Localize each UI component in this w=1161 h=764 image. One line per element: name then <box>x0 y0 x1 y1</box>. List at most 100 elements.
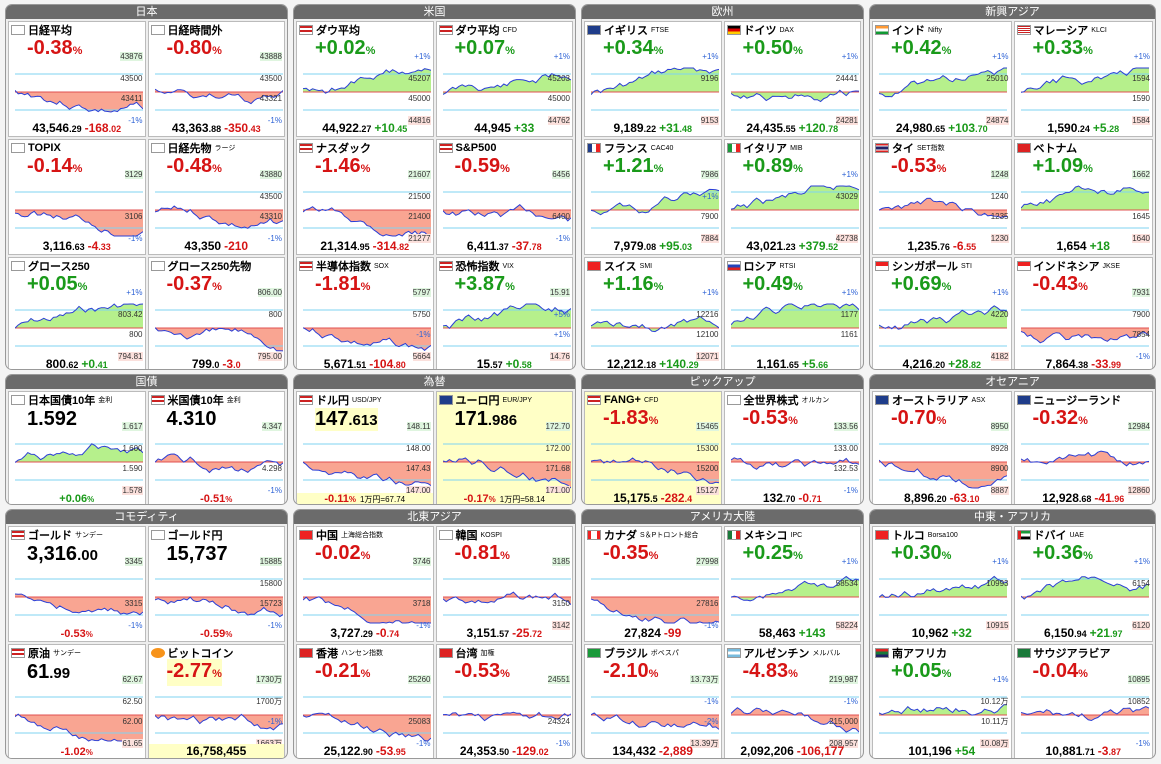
market-tile[interactable]: ドイツ DAX +0.50% +1% 24441 24281 24,435.55 +120.7… <box>723 21 861 137</box>
percent-change-value: +0.07 <box>454 37 506 59</box>
market-tile[interactable]: ダウ平均 CFD +0.07% +1% 45203 45000 44762 44,945 +33 <box>435 21 573 137</box>
market-tile[interactable]: メキシコ IPC +0.25% +1% 58534 58224 58,463 +143 <box>723 526 861 642</box>
market-tile[interactable]: ビットコイン-2.77% 1730万 1700万 -1% 1663万 16,758,455 <box>147 644 285 758</box>
price-int: 12,212 <box>606 357 644 370</box>
percent-change: +0.36% <box>1033 541 1093 568</box>
percent-unit: % <box>648 415 659 427</box>
market-tile[interactable]: インド Nifty +0.42% +1% 25010 24874 24,980.65 +103… <box>872 21 1012 137</box>
market-tile[interactable]: グロース250 +0.05% +1% 803.42 800 794.81 800.62 +0.… <box>8 257 146 370</box>
price-dec: .20 <box>932 360 946 370</box>
current-price-dec: .00 <box>77 547 98 564</box>
point-change-dec: .43 <box>248 124 261 134</box>
percent-change: +0.34% <box>603 36 663 63</box>
percent-change: -1.46% <box>315 154 370 181</box>
tile-subname: MIB <box>790 144 803 152</box>
percent-change-value: -0.04 <box>1032 660 1079 682</box>
market-tile[interactable]: スイス SMI +1.16% +1% 12216 12100 12071 12,212.18 +… <box>584 257 722 370</box>
chart-container <box>878 432 1008 492</box>
market-tile[interactable]: 韓国 KOSPI -0.81% 3185 3150 3142 3,151.57 -25.72 <box>435 526 573 642</box>
tile-subname: 金利 <box>226 397 241 404</box>
market-tile[interactable]: TOPIX -0.14% 3129 3106 -1% 3,116.63 -4.33 <box>8 139 146 255</box>
axis-label: 5750 <box>412 310 431 319</box>
market-tile[interactable]: トルコ Borsa100 +0.30% +1% 10993 10915 10,962 +32 <box>872 526 1012 642</box>
market-tile[interactable]: 日経先物 ラージ -0.48% 43880 43500 43310 -1% 43,350 -21… <box>147 139 285 255</box>
market-tile[interactable]: ドル円 USD/JPY 147.613 148.11 148.00 147.43 147.0… <box>296 391 434 504</box>
market-tile[interactable]: イタリア MIB +0.89% +1% 43029 42738 43,021.23 +379.… <box>723 139 861 255</box>
market-tile[interactable]: シンガポール STI +0.69% +1% 4220 4182 4,216.20 +28.82 <box>872 257 1012 370</box>
market-tile[interactable]: ベトナム +1.09% 1662 1645 1640 1,654 +18 <box>1013 139 1153 255</box>
market-tile[interactable]: ナスダック -1.46% 21607 21500 21400 21277 21,314.95… <box>296 139 434 255</box>
price-chart <box>730 575 859 616</box>
chart-area <box>154 714 283 730</box>
tile-name-label: タイ <box>892 143 914 155</box>
point-change-dec: .70 <box>975 124 988 134</box>
tile-footer: 3,727.29 -0.74 <box>297 626 433 640</box>
axis-label: 24441 <box>835 74 858 83</box>
market-tile[interactable]: マレーシア KLCI +0.33% +1% 1594 1590 1584 1,590.24 +5… <box>1013 21 1153 137</box>
market-tile[interactable]: 日本国債10年 金利 1.592 1.617 1.600 1.590 1.578 +0.06% <box>8 391 146 504</box>
us-flag-icon <box>11 648 25 658</box>
axis-label: +1% <box>1133 557 1150 566</box>
market-tile[interactable]: S&P500 -0.59% 6456 6400 -1% 6,411.37 -37.78 <box>435 139 573 255</box>
point-change-int: +0 <box>81 357 96 370</box>
price-line <box>730 89 859 103</box>
price-chart <box>730 185 859 229</box>
market-tile[interactable]: インドネシア JKSE -0.43% 7931 7900 7854 -1% 7,864.38-… <box>1013 257 1153 369</box>
tile-footer: 3,151.57 -25.72 <box>437 626 573 640</box>
percent-change: +0.49% <box>743 272 803 299</box>
point-change: +140.29 <box>659 357 699 369</box>
market-tile[interactable]: 原油 サンデー 61.99 62.67 62.50 62.00 61.65 -1.02% <box>8 644 146 758</box>
price-value: 24,353.50 <box>460 744 509 758</box>
market-tile[interactable]: 米国債10年 金利 4.310 4.347 4.298 -1% -0.51% <box>147 391 285 504</box>
market-tile[interactable]: 日経時間外 -0.80% 43888 43500 43321 -1% 43,363.88 -3… <box>147 21 285 137</box>
tile-name: ロシア RTSI <box>726 259 795 273</box>
market-tile[interactable]: ダウ平均 +0.02% +1% 45207 45000 44816 44,922.27 +10… <box>296 21 434 137</box>
market-tile[interactable]: ゴールド サンデー 3,316.00 3345 3315 -1% -0.53% <box>8 526 146 642</box>
market-tile[interactable]: 日経平均 -0.38% 43876 43500 43411 -1% 43,546.29 -16… <box>8 21 146 137</box>
axis-label: 4.347 <box>261 422 282 431</box>
market-tile[interactable]: ブラジル ボベスパ -2.10% 13.73万 -1% -2% 13.39万 134,432-… <box>584 644 722 758</box>
market-tile[interactable]: 中国 上海総合指数 -0.02% 3746 3718 -1% 3,727.29 -0.74 <box>296 526 434 642</box>
market-tile[interactable]: ニュージーランド -0.32% 12984 12860 12,928.68 -41.96 <box>1013 391 1153 504</box>
market-tile[interactable]: ドバイ UAE +0.36% +1% 6154 6120 6,150.94 +21.97 <box>1013 526 1153 642</box>
chart-container <box>442 685 571 745</box>
market-tile[interactable]: 半導体指数 SOX -1.81% 5797 5750 -1% 5664 5,671.51 -10… <box>296 257 434 370</box>
market-tile[interactable]: ユーロ円 EUR/JPY 171.986 172.70 172.00 171.68 171.… <box>435 391 573 504</box>
market-tile[interactable]: サウジアラビア -0.04% 10895 10852 -1% 10,881.71 -3.87 <box>1013 644 1153 758</box>
market-tile[interactable]: 台湾 加権 -0.53% 24551 24324 -1% 24,353.50 -129.02 <box>435 644 573 758</box>
point-change-dec: .28 <box>1106 124 1120 134</box>
point-change-int: -350 <box>224 121 249 135</box>
market-tile[interactable]: 全世界株式 オルカン -0.53% 133.56 133.00 132.53 -1% 132.… <box>723 391 861 504</box>
market-tile[interactable]: グロース250先物 -0.37% 806.00 800 795.00 799.0 -3.0 <box>147 257 285 369</box>
point-change-dec: .4 <box>684 494 693 504</box>
price-int: 1,654 <box>1056 239 1087 253</box>
tile-name: シンガポール STI <box>875 259 972 273</box>
market-tile[interactable]: 恐怖指数 VIX +3.87% 15.91 +5% +1% 14.76 15.57 +0.58 <box>435 257 573 369</box>
percent-change: -0.53% <box>743 406 798 433</box>
market-tile[interactable]: イギリス FTSE +0.34% +1% 9196 9153 9,189.22 +31.48 <box>584 21 722 137</box>
price-chart <box>730 303 859 347</box>
market-tile[interactable]: 南アフリカ +0.05% +1% 10.12万 10.11万 10.08万 101,196 +… <box>872 644 1012 758</box>
market-tile[interactable]: ゴールド円 15,737 15885 15800 15723 -1% -0.59% <box>147 526 285 642</box>
market-tile[interactable]: アルゼンチン メルバル -4.83% 219,987 -1% 215,000 208,957… <box>723 644 861 758</box>
price-line <box>590 67 720 95</box>
price-chart <box>590 578 720 624</box>
percent-change-value: -0.53 <box>454 660 501 682</box>
market-tile[interactable]: フランス CAC40 +1.21% 7986 +1% 7900 7884 7,979.08 +9… <box>584 139 722 255</box>
price-dec: .23 <box>783 242 796 252</box>
market-tile[interactable]: カナダ S＆Pトロント総合 -0.35% 27998 27816 -1% 27,824 -99 <box>584 526 722 642</box>
price-line <box>730 303 859 326</box>
market-tile[interactable]: FANG+ CFD -1.83% 15465 15300 15200 15127 15,175… <box>584 391 722 504</box>
price-int: 5,671 <box>323 357 354 370</box>
tile-subname: Borsa100 <box>927 531 958 539</box>
chart-area <box>15 210 143 236</box>
tile-subname: IPC <box>790 531 803 539</box>
percent-change-value: -1.83 <box>603 407 649 429</box>
percent-change: -1.81% <box>315 272 370 299</box>
market-tile[interactable]: オーストラリア ASX -0.70% 8950 8928 8900 8887 8,896.20… <box>872 391 1012 504</box>
market-tile[interactable]: タイ SET指数 -0.53% 1248 1240 1235 1230 1,235.76 -6.… <box>872 139 1012 255</box>
price-dec: .5 <box>650 494 658 504</box>
market-tile[interactable]: 香港 ハンセン指数 -0.21% 25260 25083 -1% 25,122.90 -53.… <box>296 644 434 758</box>
price-int: 43,350 <box>184 239 222 253</box>
market-tile[interactable]: ロシア RTSI +0.49% +1% 1177 1161 1,161.65 +5.66 <box>723 257 861 369</box>
